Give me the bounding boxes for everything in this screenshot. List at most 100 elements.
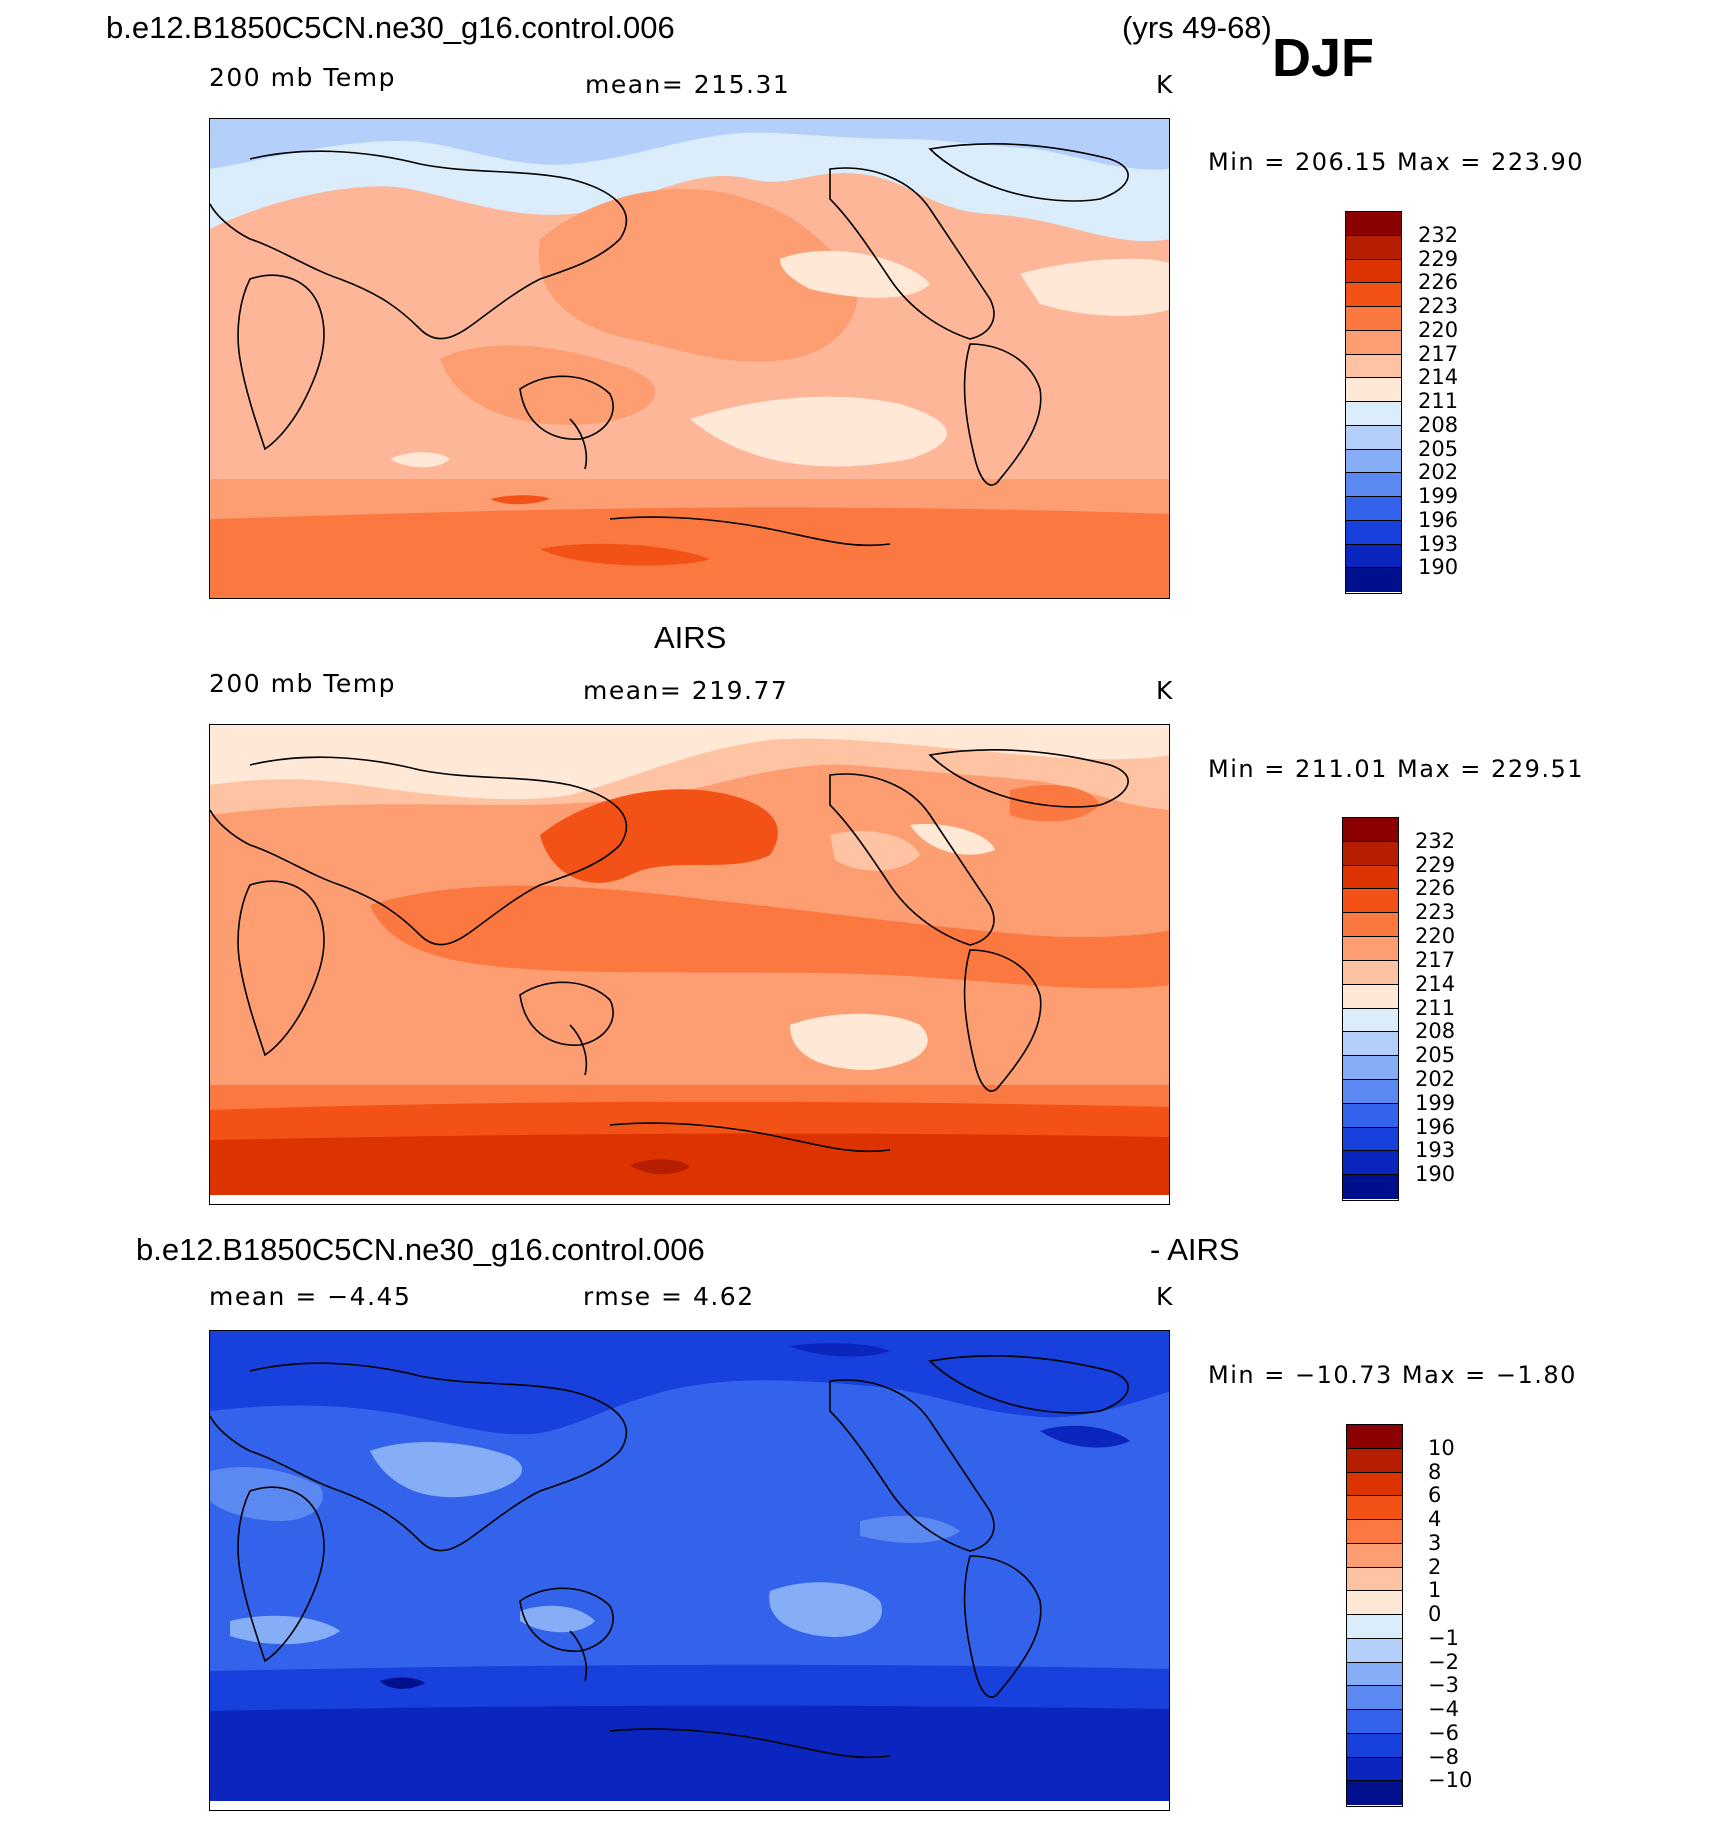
colorbar-segment [1343,1008,1398,1033]
colorbar-segment [1343,1151,1398,1176]
colorbar-tick-label: 4 [1428,1507,1442,1531]
colorbar-tick-label: 220 [1418,317,1459,342]
colorbar-tick-label: 2 [1428,1554,1442,1579]
colorbar-tick-label: 202 [1418,460,1459,485]
panel3-units: K [1156,1282,1174,1311]
season-label: DJF [1272,28,1375,88]
panel2-colorbar [1342,817,1399,1201]
colorbar-tick-label: 193 [1415,1138,1456,1163]
colorbar-tick-label: 8 [1428,1459,1442,1484]
colorbar-tick-label: 208 [1415,1019,1456,1044]
colorbar-segment [1343,1056,1398,1080]
colorbar-tick-label: 220 [1415,924,1456,949]
colorbar-tick-label: 232 [1415,828,1456,853]
colorbar-tick-label: 196 [1418,507,1459,532]
colorbar-segment [1347,1757,1402,1782]
panel2-field-label: 200 mb Temp [209,669,396,698]
colorbar-tick-label: 205 [1418,436,1459,461]
colorbar-tick-label: 6 [1428,1483,1442,1508]
colorbar-segment [1343,1079,1398,1104]
colorbar-tick-label: 0 [1428,1602,1442,1626]
colorbar-tick-label: 214 [1415,971,1456,996]
years-label: (yrs 49-68) [1122,10,1272,45]
colorbar-segment [1343,1127,1398,1152]
colorbar-segment [1347,1591,1402,1615]
colorbar-segment [1347,1520,1402,1544]
colorbar-tick-label: −3 [1428,1673,1459,1698]
colorbar-segment [1346,259,1401,284]
colorbar-segment [1346,354,1401,379]
colorbar-segment [1346,520,1401,545]
colorbar-segment [1346,497,1401,521]
panel1-units: K [1156,70,1174,99]
panel3-title-left: b.e12.B1850C5CN.ne30_g16.control.006 [136,1232,705,1267]
colorbar-segment [1343,984,1398,1009]
colorbar-tick-label: −6 [1428,1720,1459,1745]
colorbar-tick-label: 190 [1418,555,1459,580]
panel1-minmax: Min = 206.15 Max = 223.90 [1208,148,1585,176]
panel2-title: AIRS [654,620,727,655]
panel3-title-right: - AIRS [1150,1232,1240,1267]
colorbar-tick-label: 211 [1415,995,1456,1020]
colorbar-segment [1347,1733,1402,1758]
colorbar-tick-label: 190 [1415,1162,1456,1187]
colorbar-tick-label: 1 [1428,1578,1442,1603]
colorbar-segment [1343,960,1398,985]
colorbar-segment [1343,913,1398,938]
colorbar-tick-label: 3 [1428,1530,1442,1555]
colorbar-segment [1347,1425,1402,1449]
colorbar-segment [1347,1567,1402,1592]
panel2-mean-label: mean= 219.77 [583,676,789,705]
case-name-title: b.e12.B1850C5CN.ne30_g16.control.006 [106,10,675,45]
panel2-units: K [1156,676,1174,705]
colorbar-segment [1343,865,1398,890]
colorbar-segment [1347,1638,1402,1663]
panel1-colorbar [1345,211,1402,594]
colorbar-segment [1343,1103,1398,1128]
colorbar-tick-label: 10 [1428,1435,1455,1460]
colorbar-tick-label: 226 [1415,876,1456,901]
panel1-map [209,118,1170,599]
colorbar-tick-label: 217 [1415,947,1456,972]
colorbar-segment [1347,1496,1402,1520]
colorbar-segment [1346,473,1401,497]
colorbar-tick-label: 214 [1418,365,1459,390]
colorbar-segment [1347,1543,1402,1568]
panel3-minmax: Min = −10.73 Max = −1.80 [1208,1361,1577,1389]
colorbar-segment [1346,425,1401,450]
colorbar-segment [1347,1448,1402,1473]
colorbar-segment [1346,544,1401,569]
colorbar-segment [1346,235,1401,260]
colorbar-segment [1346,307,1401,331]
colorbar-tick-label: 196 [1415,1114,1456,1139]
colorbar-tick-label: −10 [1428,1768,1473,1793]
colorbar-tick-label: −4 [1428,1697,1459,1721]
colorbar-tick-label: 202 [1415,1066,1456,1091]
colorbar-segment [1347,1615,1402,1639]
colorbar-segment [1343,937,1398,961]
colorbar-tick-label: 199 [1418,484,1459,508]
colorbar-tick-label: 211 [1418,389,1459,413]
panel2-map [209,724,1170,1205]
colorbar-segment [1343,1175,1398,1199]
colorbar-segment [1347,1686,1402,1710]
colorbar-segment [1347,1472,1402,1497]
colorbar-segment [1346,449,1401,474]
panel3-mean-label: mean = −4.45 [209,1282,412,1311]
colorbar-segment [1346,568,1401,592]
colorbar-tick-label: 226 [1418,270,1459,295]
colorbar-tick-label: 199 [1415,1090,1456,1115]
colorbar-tick-label: 229 [1415,852,1456,877]
panel1-mean-label: mean= 215.31 [585,70,791,99]
colorbar-tick-label: 223 [1415,900,1456,925]
colorbar-segment [1346,212,1401,236]
colorbar-tick-label: −1 [1428,1625,1459,1650]
colorbar-segment [1343,1032,1398,1057]
colorbar-tick-label: −2 [1428,1649,1459,1674]
panel3-colorbar [1346,1424,1403,1807]
panel1-field-label: 200 mb Temp [209,63,396,92]
colorbar-tick-label: 223 [1418,294,1459,318]
colorbar-segment [1346,330,1401,355]
colorbar-segment [1347,1781,1402,1805]
colorbar-segment [1347,1662,1402,1687]
